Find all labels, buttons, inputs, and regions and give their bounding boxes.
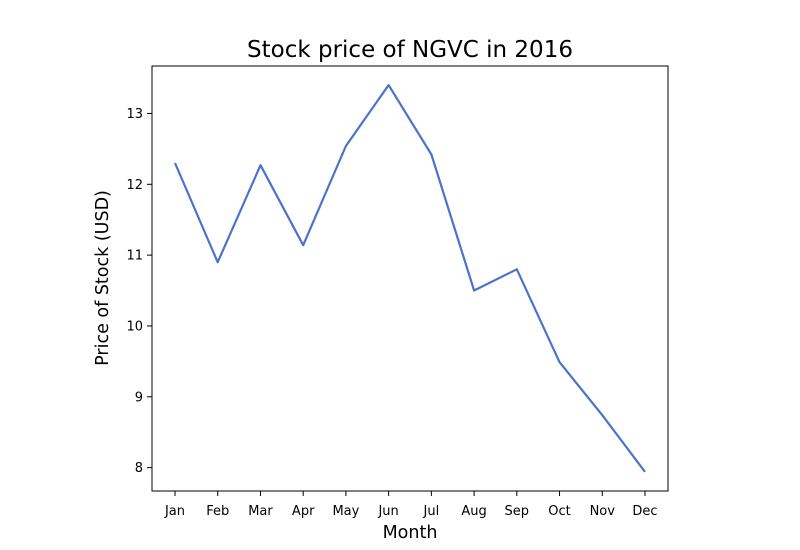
x-axis-title: Month xyxy=(383,523,438,543)
y-tick-label: 8 xyxy=(135,461,143,476)
series-line xyxy=(173,84,646,473)
y-axis-title: Price of Stock (USD) xyxy=(93,190,113,366)
y-tick-label: 10 xyxy=(126,319,143,334)
x-tick-label: Jun xyxy=(377,504,398,519)
x-tick-label: Oct xyxy=(548,504,570,519)
y-axis: 8 9 10 11 12 13 xyxy=(126,107,152,476)
x-axis: Jan Feb Mar Apr May Jun Jul Aug Sep Oct Nov Dec xyxy=(164,491,658,519)
chart-title: Stock price of NGVC in 2016 xyxy=(247,37,573,63)
x-tick-label: Dec xyxy=(632,504,657,519)
x-tick-label: May xyxy=(332,504,359,519)
y-tick-label: 9 xyxy=(135,390,143,405)
x-tick-label: Sep xyxy=(505,504,530,519)
x-tick-label: Apr xyxy=(292,504,315,519)
x-tick-label: Aug xyxy=(461,504,486,519)
x-tick-label: Feb xyxy=(206,504,229,519)
y-tick-label: 12 xyxy=(126,178,143,193)
y-tick-label: 11 xyxy=(126,249,143,264)
x-tick-label: Jan xyxy=(164,504,185,519)
x-tick-label: Mar xyxy=(248,504,273,519)
y-tick-label: 13 xyxy=(126,107,143,122)
x-tick-label: Nov xyxy=(590,504,616,519)
x-tick-label: Jul xyxy=(423,504,440,519)
plot-area-frame xyxy=(151,65,669,492)
